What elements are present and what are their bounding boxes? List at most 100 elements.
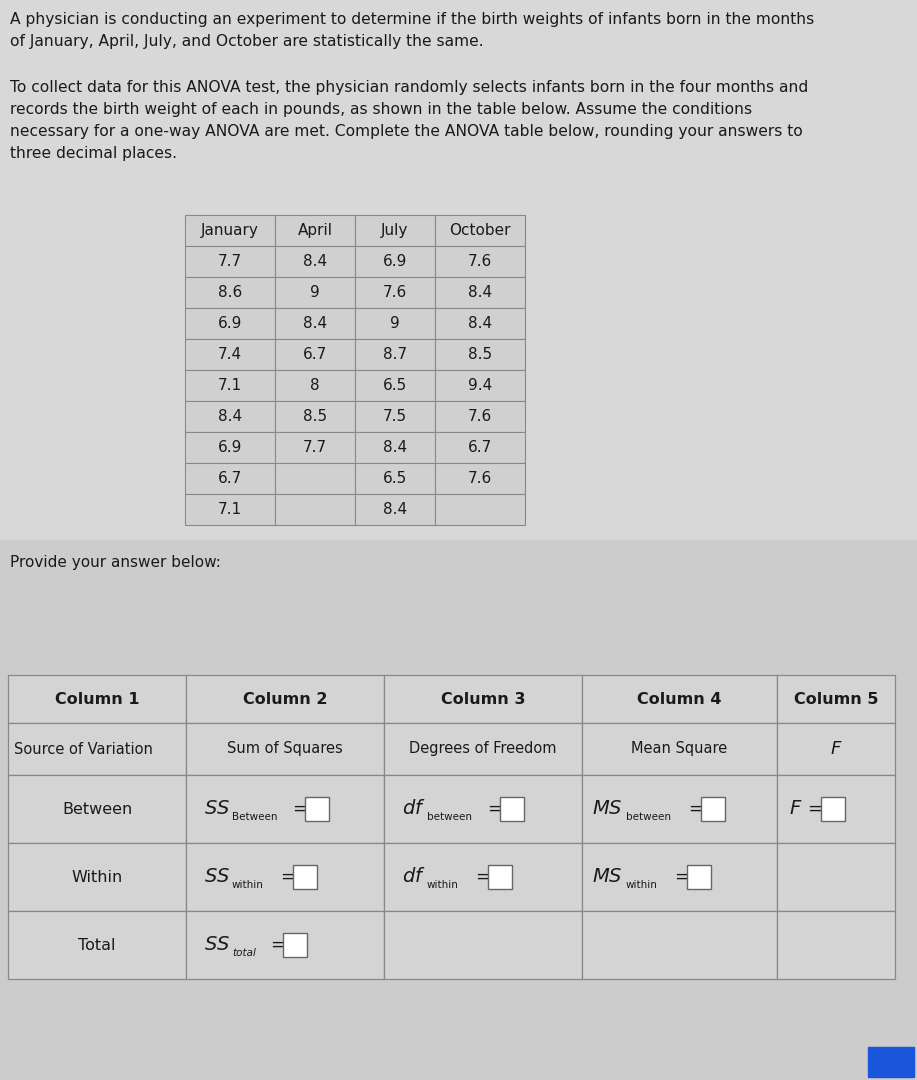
Text: records the birth weight of each in pounds, as shown in the table below. Assume : records the birth weight of each in poun…: [10, 102, 752, 117]
Text: =: =: [487, 800, 502, 818]
Bar: [582, 912, 777, 978]
Bar: [355, 401, 435, 432]
Bar: [435, 339, 525, 370]
Text: 7.1: 7.1: [218, 502, 242, 517]
Text: $\mathit{df}$: $\mathit{df}$: [402, 867, 425, 887]
Bar: [0, 0, 917, 540]
Bar: [435, 370, 525, 401]
Text: 8.5: 8.5: [468, 347, 492, 362]
Bar: [185, 463, 275, 494]
Text: Between: Between: [61, 801, 132, 816]
Bar: [435, 463, 525, 494]
Text: three decimal places.: three decimal places.: [10, 146, 177, 161]
Bar: [8, 723, 186, 775]
Bar: [283, 933, 307, 957]
Bar: [582, 843, 777, 912]
Bar: [355, 494, 435, 525]
Text: April: April: [297, 222, 333, 238]
Bar: [185, 370, 275, 401]
Text: $\mathit{SS}$: $\mathit{SS}$: [204, 867, 230, 887]
Bar: [777, 675, 895, 723]
Bar: [687, 865, 711, 889]
Text: $\mathit{df}$: $\mathit{df}$: [402, 799, 425, 819]
Bar: [435, 276, 525, 308]
Text: $\mathit{SS}$: $\mathit{SS}$: [204, 799, 230, 819]
Bar: [275, 432, 355, 463]
Bar: [355, 308, 435, 339]
Bar: [821, 797, 845, 821]
Text: Column 5: Column 5: [794, 691, 878, 706]
Text: 6.7: 6.7: [303, 347, 327, 362]
Text: 7.4: 7.4: [218, 347, 242, 362]
Text: within: within: [427, 880, 458, 890]
Text: 8.5: 8.5: [303, 409, 327, 424]
Bar: [305, 797, 329, 821]
Bar: [275, 215, 355, 246]
Bar: [777, 723, 895, 775]
Text: =: =: [674, 868, 689, 886]
Text: 8.4: 8.4: [303, 316, 327, 330]
Bar: [355, 463, 435, 494]
Bar: [0, 540, 917, 1080]
Text: total: total: [232, 948, 256, 958]
Text: Degrees of Freedom: Degrees of Freedom: [409, 742, 557, 756]
Bar: [186, 775, 384, 843]
Text: October: October: [449, 222, 511, 238]
Text: $\mathit{F}$: $\mathit{F}$: [789, 799, 802, 819]
Bar: [185, 339, 275, 370]
Bar: [355, 432, 435, 463]
Bar: [8, 675, 186, 723]
Bar: [275, 339, 355, 370]
Text: 6.7: 6.7: [468, 440, 492, 455]
Bar: [435, 432, 525, 463]
Bar: [186, 723, 384, 775]
Text: of January, April, July, and October are statistically the same.: of January, April, July, and October are…: [10, 33, 483, 49]
Text: Source of Variation: Source of Variation: [14, 742, 153, 756]
Text: 7.5: 7.5: [383, 409, 407, 424]
Text: 7.6: 7.6: [468, 409, 492, 424]
Text: =: =: [280, 868, 295, 886]
Text: $\mathit{MS}$: $\mathit{MS}$: [592, 799, 623, 819]
Text: Within: Within: [72, 869, 123, 885]
Text: 8.6: 8.6: [218, 285, 242, 300]
Bar: [435, 494, 525, 525]
Text: 8.7: 8.7: [383, 347, 407, 362]
Bar: [435, 215, 525, 246]
Text: To collect data for this ANOVA test, the physician randomly selects infants born: To collect data for this ANOVA test, the…: [10, 80, 808, 95]
Text: $\mathit{SS}$: $\mathit{SS}$: [204, 935, 230, 955]
Bar: [868, 1047, 914, 1077]
Text: 8.4: 8.4: [303, 254, 327, 269]
Bar: [582, 775, 777, 843]
Text: within: within: [232, 880, 264, 890]
Bar: [275, 494, 355, 525]
Bar: [8, 843, 186, 912]
Text: 8.4: 8.4: [383, 440, 407, 455]
Bar: [435, 401, 525, 432]
Text: 8.4: 8.4: [218, 409, 242, 424]
Bar: [777, 843, 895, 912]
Bar: [384, 675, 582, 723]
Text: Column 4: Column 4: [637, 691, 722, 706]
Bar: [384, 723, 582, 775]
Text: 9.4: 9.4: [468, 378, 492, 393]
Bar: [186, 675, 384, 723]
Text: Column 2: Column 2: [243, 691, 327, 706]
Bar: [355, 246, 435, 276]
Text: 7.7: 7.7: [218, 254, 242, 269]
Text: Column 1: Column 1: [55, 691, 139, 706]
Text: January: January: [201, 222, 259, 238]
Bar: [186, 912, 384, 978]
Text: 8.4: 8.4: [468, 316, 492, 330]
Text: =: =: [270, 936, 285, 954]
Text: Column 3: Column 3: [441, 691, 525, 706]
Text: necessary for a one-way ANOVA are met. Complete the ANOVA table below, rounding : necessary for a one-way ANOVA are met. C…: [10, 124, 802, 139]
Text: =: =: [292, 800, 307, 818]
Bar: [384, 843, 582, 912]
Text: =: =: [688, 800, 703, 818]
Text: 7.1: 7.1: [218, 378, 242, 393]
Text: =: =: [807, 800, 822, 818]
Text: Provide your answer below:: Provide your answer below:: [10, 555, 221, 570]
Text: =: =: [475, 868, 490, 886]
Text: 6.9: 6.9: [218, 316, 242, 330]
Bar: [435, 308, 525, 339]
